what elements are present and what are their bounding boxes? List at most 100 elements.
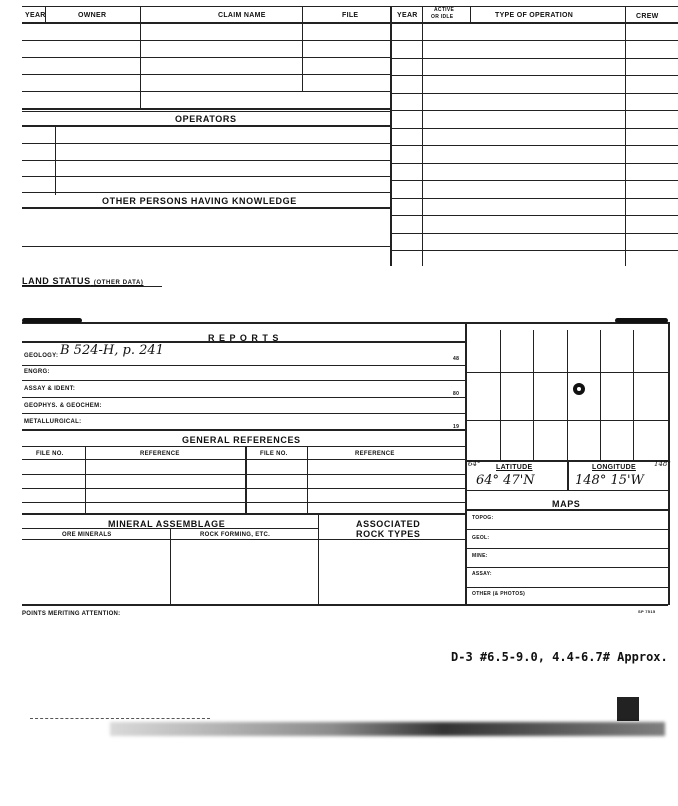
rule-line	[22, 365, 465, 366]
rule-line	[500, 330, 501, 460]
rule-line	[22, 397, 465, 398]
gr-reference-1: REFERENCE	[140, 451, 180, 457]
general-references-title: GENERAL REFERENCES	[182, 435, 301, 445]
land-status-sub: (OTHER DATA)	[93, 280, 144, 286]
rule-line	[22, 246, 390, 247]
report-engrg-label: ENGRG:	[24, 369, 50, 375]
rule-line	[600, 330, 601, 460]
rule-line	[392, 180, 678, 181]
rule-line	[470, 6, 471, 24]
rule-line	[465, 490, 668, 491]
header-year-right: YEAR	[397, 12, 418, 19]
operators-label: OPERATORS	[175, 114, 237, 124]
rule-line	[22, 341, 465, 343]
report-geology-value: B 524-H, p. 241	[60, 343, 164, 358]
map-mine: MINE:	[472, 553, 488, 559]
map-geol: GEOL:	[472, 535, 490, 541]
rule-line	[22, 380, 465, 381]
rule-line	[22, 286, 162, 287]
rule-line	[22, 459, 465, 460]
report-assay-num: 80	[453, 391, 460, 397]
rule-line	[85, 446, 86, 513]
rule-line	[22, 207, 390, 209]
rule-line	[422, 6, 423, 266]
latitude-value: 64° 47'N	[476, 473, 535, 488]
rule-line	[22, 108, 390, 110]
rule-line	[567, 460, 569, 490]
rule-line	[392, 75, 678, 76]
rule-line	[392, 58, 678, 59]
other-persons-label: OTHER PERSONS HAVING KNOWLEDGE	[102, 196, 297, 206]
header-file: FILE	[342, 12, 359, 19]
rule-line	[392, 110, 678, 111]
land-status-text: LAND STATUS	[22, 276, 91, 286]
rule-line	[22, 176, 390, 177]
rule-line	[465, 460, 668, 462]
scan-dashes	[30, 718, 210, 720]
rule-line	[22, 143, 390, 144]
rule-line	[22, 513, 465, 515]
longitude-label: LONGITUDE	[592, 464, 636, 471]
rule-line	[318, 539, 465, 540]
rule-line	[392, 198, 678, 199]
rule-line	[465, 322, 467, 605]
header-claim-name: CLAIM NAME	[218, 12, 266, 19]
rule-line	[392, 250, 678, 251]
rule-line	[22, 125, 390, 127]
header-year: YEAR	[25, 12, 46, 19]
rule-line	[22, 6, 678, 7]
rule-line	[245, 446, 247, 513]
map-other: OTHER (& PHOTOS)	[472, 591, 526, 597]
map-assay: ASSAY:	[472, 571, 492, 577]
rule-line	[465, 372, 668, 373]
longitude-note: 148°	[654, 460, 671, 468]
rule-line	[140, 6, 141, 108]
rule-line	[465, 587, 668, 588]
rule-line	[392, 128, 678, 129]
rule-line	[567, 330, 568, 460]
rock-forming-label: ROCK FORMING, ETC.	[200, 532, 271, 538]
report-metallurgical-num: 19	[453, 424, 460, 430]
rule-line	[22, 413, 465, 414]
rule-line	[307, 446, 308, 513]
rule-line	[22, 446, 465, 447]
scan-smudge	[22, 318, 82, 323]
rule-line	[22, 74, 390, 75]
report-geology-label: GEOLOGY:	[24, 353, 59, 359]
rule-line	[22, 22, 678, 24]
rule-line	[22, 604, 668, 606]
longitude-value: 148° 15'W	[575, 473, 644, 488]
rule-line	[22, 429, 465, 431]
rule-line	[392, 145, 678, 146]
rule-line	[22, 111, 390, 112]
report-assay-label: ASSAY & IDENT:	[24, 386, 76, 392]
maps-title: MAPS	[552, 499, 581, 509]
location-marker-icon	[573, 383, 585, 395]
rule-line	[302, 6, 303, 91]
gr-file-no-1: FILE NO.	[36, 451, 64, 457]
rule-line	[45, 6, 46, 24]
gr-reference-2: REFERENCE	[355, 451, 395, 457]
land-status-label: LAND STATUS (OTHER DATA)	[22, 276, 144, 286]
rule-line	[465, 420, 668, 421]
form-number: SP 7515	[638, 609, 656, 614]
ore-minerals-label: ORE MINERALS	[62, 532, 112, 538]
rule-line	[633, 330, 634, 460]
rule-line	[22, 322, 668, 324]
report-geophys-label: GEOPHYS. & GEOCHEM:	[24, 403, 102, 409]
rule-line	[625, 6, 626, 266]
rule-line	[22, 502, 465, 503]
rule-line	[392, 93, 678, 94]
rule-line	[392, 40, 678, 41]
rule-line	[22, 57, 390, 58]
rule-line	[55, 125, 56, 195]
scan-black-square	[617, 697, 639, 721]
rule-line	[465, 529, 668, 530]
header-type-of-operation: TYPE OF OPERATION	[495, 12, 574, 19]
rule-line	[22, 160, 390, 161]
reports-title: R E P O R T S	[208, 333, 280, 343]
rule-line	[22, 474, 465, 475]
latitude-note: 64°	[468, 460, 481, 468]
rule-line	[533, 330, 534, 460]
header-owner: OWNER	[78, 12, 107, 19]
